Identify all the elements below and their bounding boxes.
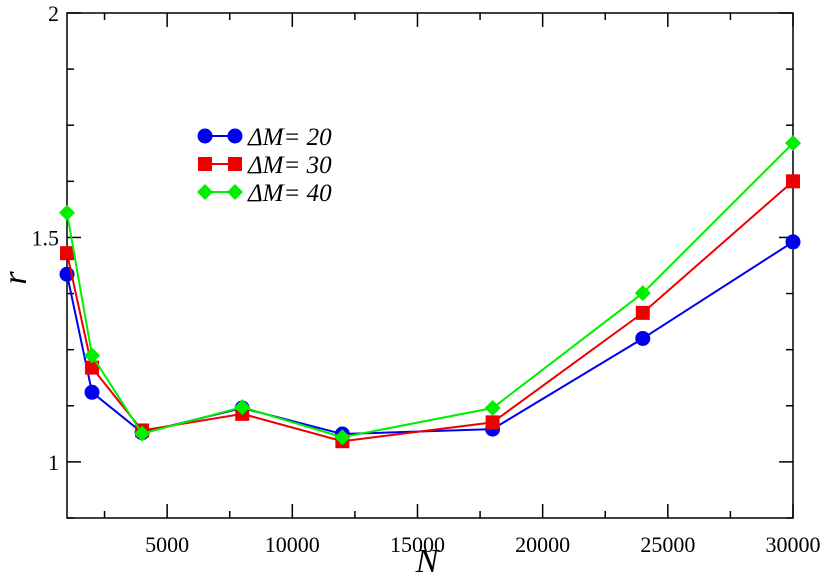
series-2	[60, 174, 800, 449]
data-point-diamond	[84, 347, 101, 364]
data-point-diamond	[334, 429, 351, 446]
legend-item: ΔM= 20	[197, 124, 332, 151]
data-point-diamond	[227, 184, 243, 200]
data-point-square	[485, 415, 500, 430]
data-point-circle	[197, 128, 213, 144]
x-tick-label: 5000	[145, 532, 189, 557]
data-point-circle	[635, 330, 651, 346]
x-tick-label: 30000	[766, 532, 821, 557]
data-point-circle	[785, 234, 801, 250]
series-line	[66, 180, 794, 443]
series-layer	[59, 135, 801, 449]
data-point-square	[85, 360, 100, 375]
data-point-square	[635, 305, 650, 320]
x-tick-label: 25000	[640, 532, 695, 557]
data-point-square	[60, 246, 74, 261]
series-line	[66, 142, 794, 439]
series-1	[59, 234, 801, 442]
data-point-diamond	[197, 184, 213, 200]
data-point-square	[228, 157, 242, 171]
data-point-diamond	[59, 204, 75, 221]
data-point-square	[786, 174, 800, 189]
data-point-diamond	[134, 425, 151, 442]
data-point-diamond	[234, 399, 251, 416]
data-point-circle	[227, 128, 243, 144]
y-axis-title: r	[0, 271, 34, 285]
legend-label: ΔM= 40	[247, 180, 332, 207]
axis-ticks	[67, 12, 794, 519]
data-point-diamond	[785, 135, 801, 152]
series-3	[59, 135, 801, 446]
data-point-square	[198, 157, 212, 171]
legend-label: ΔM= 20	[247, 124, 332, 151]
data-point-circle	[84, 384, 100, 400]
x-tick-label: 20000	[515, 532, 570, 557]
legend-label: ΔM= 30	[247, 152, 332, 179]
plot-frame	[66, 12, 794, 519]
y-tick-label: 1	[48, 450, 59, 475]
x-tick-label: 10000	[265, 532, 320, 557]
y-tick-label: 1.5	[32, 225, 60, 250]
series-line	[66, 241, 794, 436]
tick-labels: 5000 10000 15000 20000 25000 30000 1 1.5 2	[32, 1, 821, 557]
y-tick-label: 2	[48, 1, 59, 26]
data-point-diamond	[484, 400, 501, 417]
x-tick-label: 15000	[390, 532, 445, 557]
x-axis-title: N	[415, 543, 441, 576]
legend-item: ΔM= 30	[198, 152, 332, 179]
legend-item: ΔM= 40	[197, 180, 332, 207]
data-point-diamond	[634, 285, 651, 302]
